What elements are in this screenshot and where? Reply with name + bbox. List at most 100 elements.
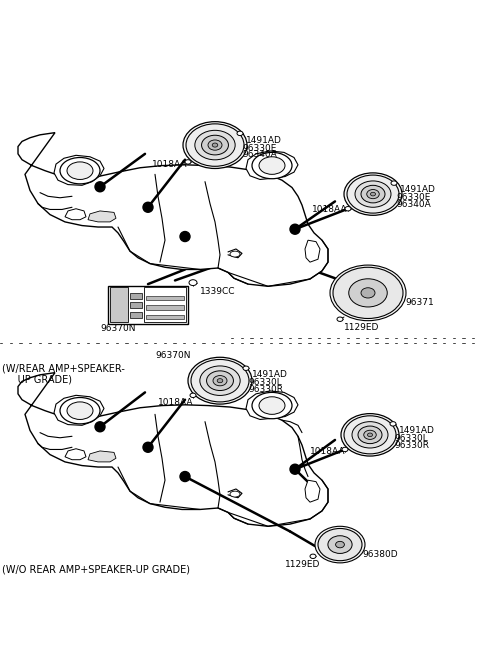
Ellipse shape bbox=[364, 430, 376, 440]
Ellipse shape bbox=[186, 124, 244, 166]
Ellipse shape bbox=[337, 317, 343, 321]
Ellipse shape bbox=[352, 422, 388, 448]
Ellipse shape bbox=[200, 366, 240, 396]
Text: 1129ED: 1129ED bbox=[344, 323, 379, 332]
Ellipse shape bbox=[191, 359, 249, 402]
Bar bbox=[146, 305, 184, 310]
Text: 1018AA: 1018AA bbox=[310, 447, 346, 457]
Text: 96340A: 96340A bbox=[242, 150, 277, 159]
Circle shape bbox=[290, 224, 300, 234]
Bar bbox=[108, 285, 188, 323]
Ellipse shape bbox=[243, 366, 249, 371]
Ellipse shape bbox=[202, 135, 228, 155]
Ellipse shape bbox=[206, 371, 233, 390]
Ellipse shape bbox=[230, 251, 240, 257]
Polygon shape bbox=[18, 373, 328, 526]
Bar bbox=[146, 296, 184, 300]
Circle shape bbox=[290, 464, 300, 474]
Polygon shape bbox=[18, 133, 328, 286]
Text: 1339CC: 1339CC bbox=[200, 287, 236, 296]
Ellipse shape bbox=[190, 393, 196, 398]
Ellipse shape bbox=[213, 376, 227, 386]
Ellipse shape bbox=[185, 159, 191, 164]
Circle shape bbox=[95, 182, 105, 192]
Ellipse shape bbox=[391, 181, 397, 185]
Circle shape bbox=[143, 202, 153, 213]
Ellipse shape bbox=[342, 447, 348, 452]
Bar bbox=[110, 287, 128, 322]
Circle shape bbox=[95, 422, 105, 432]
Ellipse shape bbox=[344, 416, 396, 454]
Polygon shape bbox=[88, 451, 116, 462]
Text: 1129ED: 1129ED bbox=[285, 560, 320, 569]
Ellipse shape bbox=[67, 162, 93, 180]
Ellipse shape bbox=[328, 536, 352, 554]
Text: (W/O REAR AMP+SPEAKER-UP GRADE): (W/O REAR AMP+SPEAKER-UP GRADE) bbox=[2, 564, 190, 575]
Text: 96330R: 96330R bbox=[248, 385, 283, 394]
Text: 1018AA: 1018AA bbox=[158, 398, 193, 407]
Ellipse shape bbox=[341, 414, 399, 456]
Ellipse shape bbox=[361, 288, 375, 298]
Ellipse shape bbox=[355, 181, 391, 207]
Circle shape bbox=[143, 442, 153, 452]
Ellipse shape bbox=[259, 157, 285, 174]
Bar bbox=[144, 287, 186, 322]
Bar bbox=[130, 312, 142, 318]
Text: 1018AA: 1018AA bbox=[152, 159, 188, 169]
Ellipse shape bbox=[217, 379, 223, 382]
Ellipse shape bbox=[358, 426, 382, 443]
Ellipse shape bbox=[183, 121, 247, 169]
Polygon shape bbox=[65, 209, 86, 220]
Ellipse shape bbox=[315, 526, 365, 563]
Ellipse shape bbox=[349, 279, 387, 307]
Ellipse shape bbox=[310, 554, 316, 558]
Text: 1491AD: 1491AD bbox=[246, 136, 282, 144]
Ellipse shape bbox=[252, 392, 292, 419]
Ellipse shape bbox=[361, 185, 385, 203]
Text: (W/REAR AMP+SPEAKER-
     UP GRADE): (W/REAR AMP+SPEAKER- UP GRADE) bbox=[2, 363, 125, 384]
Ellipse shape bbox=[189, 279, 197, 285]
Ellipse shape bbox=[188, 358, 252, 404]
Text: 96370N: 96370N bbox=[100, 324, 135, 333]
Text: 96340A: 96340A bbox=[396, 200, 431, 209]
Ellipse shape bbox=[368, 433, 372, 437]
Ellipse shape bbox=[345, 207, 351, 211]
Text: 1491AD: 1491AD bbox=[400, 185, 436, 194]
Ellipse shape bbox=[237, 131, 243, 136]
Circle shape bbox=[180, 472, 190, 482]
Ellipse shape bbox=[367, 190, 379, 199]
Polygon shape bbox=[305, 240, 320, 262]
Ellipse shape bbox=[259, 397, 285, 415]
Ellipse shape bbox=[208, 140, 222, 150]
Polygon shape bbox=[54, 396, 104, 425]
Bar bbox=[130, 302, 142, 308]
Text: 1491AD: 1491AD bbox=[399, 426, 435, 435]
Text: 96330E: 96330E bbox=[396, 194, 431, 202]
Text: 96330L: 96330L bbox=[394, 434, 428, 443]
Text: 96330L: 96330L bbox=[248, 379, 282, 388]
Text: 96330E: 96330E bbox=[242, 144, 276, 153]
Ellipse shape bbox=[333, 267, 403, 318]
Circle shape bbox=[180, 232, 190, 241]
Ellipse shape bbox=[371, 192, 375, 196]
Text: 96330R: 96330R bbox=[394, 441, 429, 449]
Ellipse shape bbox=[195, 131, 235, 160]
Bar bbox=[130, 293, 142, 298]
Polygon shape bbox=[246, 151, 298, 180]
Ellipse shape bbox=[318, 529, 362, 561]
Polygon shape bbox=[65, 449, 86, 460]
Ellipse shape bbox=[60, 157, 100, 184]
Text: 96370N: 96370N bbox=[155, 352, 191, 360]
Text: 96380D: 96380D bbox=[362, 550, 397, 559]
Polygon shape bbox=[88, 211, 116, 222]
Text: 96371: 96371 bbox=[405, 298, 434, 307]
Ellipse shape bbox=[212, 143, 218, 147]
Ellipse shape bbox=[67, 402, 93, 419]
Polygon shape bbox=[54, 155, 104, 185]
Ellipse shape bbox=[347, 175, 399, 213]
Bar bbox=[146, 315, 184, 319]
Ellipse shape bbox=[330, 265, 406, 321]
Ellipse shape bbox=[60, 398, 100, 424]
Ellipse shape bbox=[390, 422, 396, 426]
Text: 1018AA: 1018AA bbox=[312, 205, 348, 214]
